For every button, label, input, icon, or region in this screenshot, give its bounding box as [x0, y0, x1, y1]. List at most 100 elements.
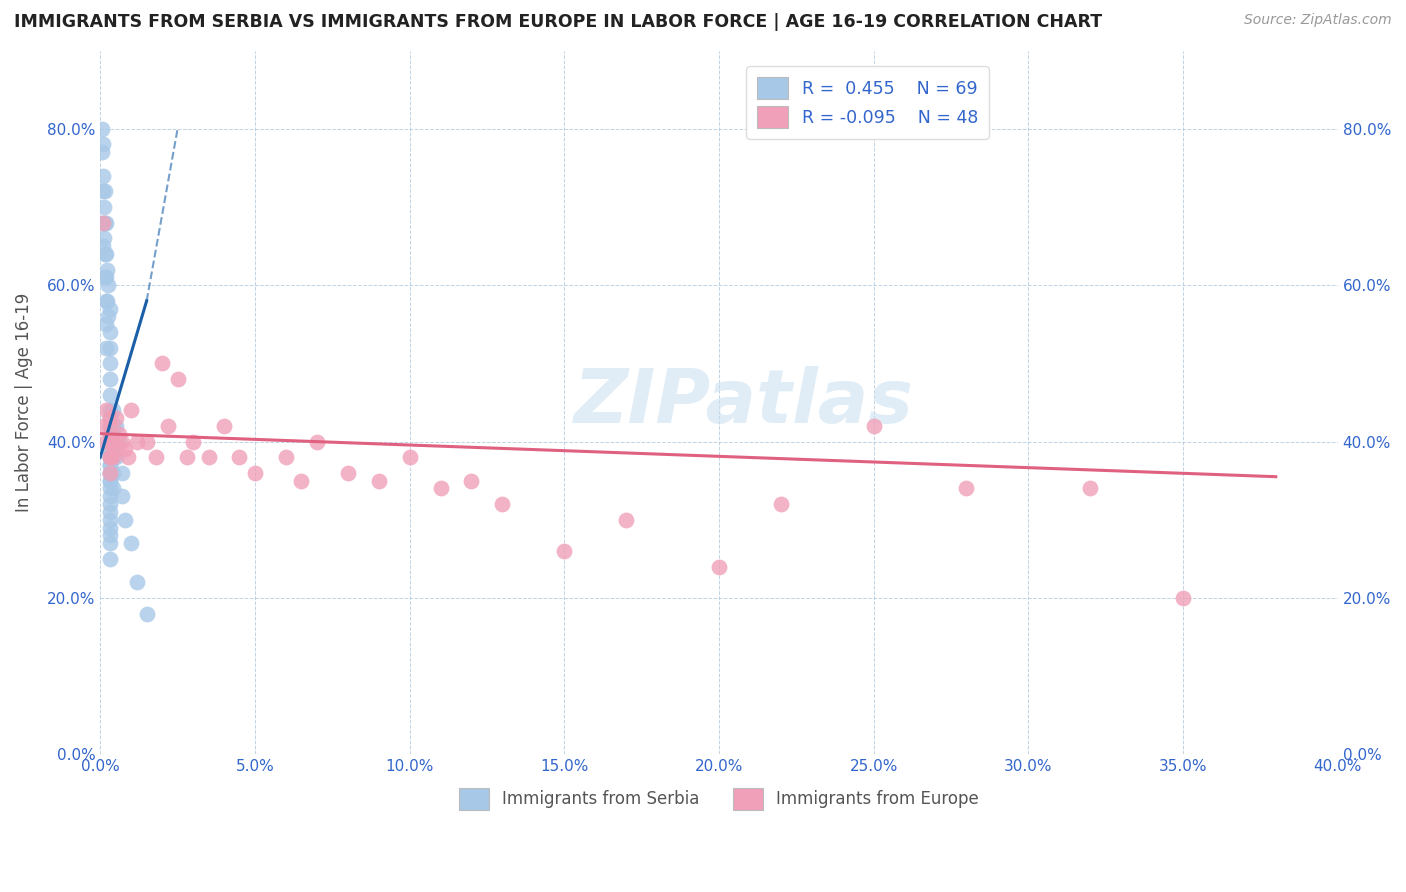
Point: [98, 450, 121, 465]
Point: [96, 341, 118, 355]
Point: [101, 450, 124, 465]
Point: [197, 450, 219, 465]
Point: [98, 387, 121, 401]
Point: [955, 482, 977, 496]
Text: IMMIGRANTS FROM SERBIA VS IMMIGRANTS FROM EUROPE IN LABOR FORCE | AGE 16-19 CORR: IMMIGRANTS FROM SERBIA VS IMMIGRANTS FRO…: [14, 13, 1102, 31]
Point: [117, 450, 139, 465]
Point: [127, 575, 149, 590]
Point: [96, 247, 118, 261]
Point: [90, 121, 112, 136]
Point: [96, 293, 118, 308]
Point: [96, 293, 118, 308]
Point: [93, 418, 115, 433]
Point: [93, 239, 115, 253]
Legend: Immigrants from Serbia, Immigrants from Europe: Immigrants from Serbia, Immigrants from …: [453, 781, 986, 816]
Point: [96, 434, 118, 449]
Point: [94, 247, 117, 261]
Point: [101, 450, 124, 465]
Point: [97, 310, 120, 324]
Point: [98, 450, 121, 465]
Point: [90, 145, 112, 160]
Point: [98, 497, 121, 511]
Point: [614, 513, 637, 527]
Point: [98, 466, 121, 480]
Point: [104, 411, 127, 425]
Point: [769, 497, 792, 511]
Point: [111, 434, 134, 449]
Point: [176, 450, 198, 465]
Point: [98, 442, 121, 457]
Point: [98, 474, 121, 488]
Point: [98, 411, 121, 425]
Point: [101, 466, 124, 480]
Point: [1171, 591, 1194, 605]
Point: [157, 418, 180, 433]
Point: [94, 185, 117, 199]
Point: [98, 442, 121, 457]
Point: [862, 418, 884, 433]
Point: [135, 434, 157, 449]
Point: [108, 434, 131, 449]
Point: [98, 450, 121, 465]
Point: [93, 216, 115, 230]
Point: [101, 434, 124, 449]
Point: [96, 216, 118, 230]
Point: [98, 482, 121, 496]
Point: [98, 418, 121, 433]
Point: [101, 434, 124, 449]
Y-axis label: In Labor Force | Age 16-19: In Labor Force | Age 16-19: [15, 293, 32, 512]
Point: [707, 559, 730, 574]
Point: [98, 325, 121, 339]
Point: [101, 482, 124, 496]
Point: [94, 216, 117, 230]
Point: [98, 536, 121, 550]
Point: [98, 450, 121, 465]
Point: [120, 536, 142, 550]
Point: [98, 372, 121, 386]
Point: [305, 434, 328, 449]
Point: [98, 356, 121, 370]
Point: [104, 442, 127, 457]
Point: [93, 216, 115, 230]
Point: [98, 466, 121, 480]
Point: [96, 270, 118, 285]
Point: [98, 418, 121, 433]
Point: [94, 270, 117, 285]
Point: [98, 434, 121, 449]
Point: [93, 231, 115, 245]
Point: [98, 434, 121, 449]
Point: [98, 474, 121, 488]
Point: [108, 426, 131, 441]
Point: [491, 497, 513, 511]
Point: [101, 418, 124, 433]
Point: [290, 474, 312, 488]
Point: [98, 301, 121, 316]
Point: [367, 474, 389, 488]
Point: [93, 137, 115, 152]
Point: [135, 607, 157, 621]
Point: [150, 356, 173, 370]
Point: [98, 505, 121, 519]
Point: [145, 450, 167, 465]
Point: [398, 450, 420, 465]
Point: [98, 434, 121, 449]
Point: [93, 200, 115, 214]
Point: [97, 278, 120, 293]
Point: [1078, 482, 1101, 496]
Point: [274, 450, 297, 465]
Point: [96, 318, 118, 332]
Point: [98, 403, 121, 417]
Point: [181, 434, 204, 449]
Point: [98, 489, 121, 503]
Point: [120, 403, 142, 417]
Point: [98, 411, 121, 425]
Point: [243, 466, 266, 480]
Point: [114, 513, 136, 527]
Point: [166, 372, 188, 386]
Text: Source: ZipAtlas.com: Source: ZipAtlas.com: [1244, 13, 1392, 28]
Point: [114, 442, 136, 457]
Text: ZIPatlas: ZIPatlas: [574, 366, 914, 439]
Point: [98, 458, 121, 472]
Point: [111, 489, 134, 503]
Point: [98, 513, 121, 527]
